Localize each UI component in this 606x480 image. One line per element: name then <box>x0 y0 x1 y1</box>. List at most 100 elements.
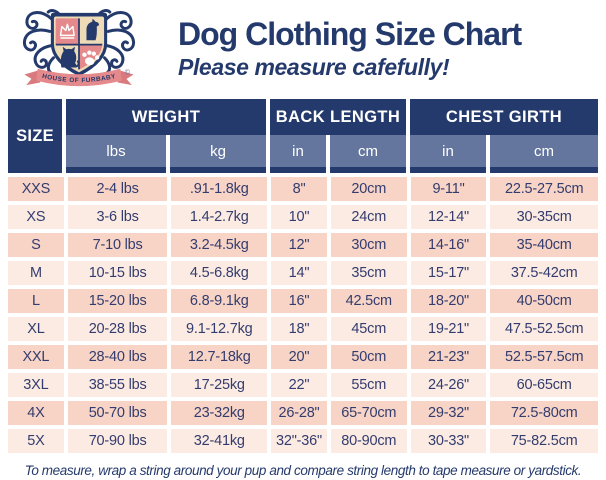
table-row: XXS 2-4 lbs .91-1.8kg 8" 20cm 9-11" 22.5-27.5c… <box>8 177 598 201</box>
chest-girth-cm-cell: 47.5-52.5cm <box>490 317 598 341</box>
weight-lbs-cell: 28-40 lbs <box>67 345 168 369</box>
weight-kg-cell: 23-32kg <box>171 401 268 425</box>
table-row: XL 20-28 lbs 9.1-12.7kg 18" 45cm 19-21" 47.5-5… <box>8 317 598 341</box>
subcolumn-kg: kg <box>170 135 266 173</box>
title-block: Dog Clothing Size Chart Please measure c… <box>178 16 522 81</box>
weight-lbs-cell: 38-55 lbs <box>67 373 168 397</box>
chest-girth-cm-cell: 75-82.5cm <box>490 429 598 453</box>
back-length-in-cell: 12" <box>271 233 327 257</box>
chest-girth-in-cell: 9-11" <box>410 177 487 201</box>
chest-girth-in-cell: 18-20" <box>410 289 487 313</box>
subcolumn-back-in: in <box>270 135 326 173</box>
subheader-back-length: in cm <box>270 135 406 173</box>
back-length-in-cell: 10" <box>271 205 327 229</box>
chest-girth-in-cell: 19-21" <box>410 317 487 341</box>
dog-icon <box>86 18 100 41</box>
weight-lbs-cell: 50-70 lbs <box>67 401 168 425</box>
table-row: XXL 28-40 lbs 12.7-18kg 20" 50cm 21-23" 52.5-5… <box>8 345 598 369</box>
back-length-cm-cell: 65-70cm <box>330 401 407 425</box>
back-length-cm-cell: 42.5cm <box>330 289 407 313</box>
copyright-mark: © <box>125 69 131 77</box>
page-title: Dog Clothing Size Chart <box>178 16 522 53</box>
weight-lbs-cell: 20-28 lbs <box>67 317 168 341</box>
paw-icon <box>82 50 100 66</box>
size-cell: 5X <box>8 429 64 453</box>
chest-girth-in-cell: 21-23" <box>410 345 487 369</box>
back-length-in-cell: 32"-36" <box>271 429 327 453</box>
chest-girth-in-cell: 15-17" <box>410 261 487 285</box>
table-body: XXS 2-4 lbs .91-1.8kg 8" 20cm 9-11" 22.5-27.5c… <box>8 177 598 453</box>
size-cell: 3XL <box>8 373 64 397</box>
weight-lbs-cell: 15-20 lbs <box>67 289 168 313</box>
weight-kg-cell: 4.5-6.8kg <box>171 261 268 285</box>
size-table: SIZE WEIGHT lbs kg BACK LENGTH in cm CHE… <box>8 99 598 453</box>
table-row: 3XL 38-55 lbs 17-25kg 22" 55cm 24-26" 60-65cm <box>8 373 598 397</box>
house-of-furbaby-logo: HOUSE OF FURBABY © <box>22 9 136 87</box>
weight-kg-cell: 9.1-12.7kg <box>171 317 268 341</box>
back-length-cm-cell: 20cm <box>330 177 407 201</box>
weight-lbs-cell: 10-15 lbs <box>67 261 168 285</box>
table-row: XS 3-6 lbs 1.4-2.7kg 10" 24cm 12-14" 30-35cm <box>8 205 598 229</box>
weight-kg-cell: 12.7-18kg <box>171 345 268 369</box>
subcolumn-chest-cm: cm <box>490 135 598 173</box>
weight-kg-cell: 32-41kg <box>171 429 268 453</box>
back-length-in-cell: 16" <box>271 289 327 313</box>
back-length-in-cell: 14" <box>271 261 327 285</box>
subcolumn-lbs: lbs <box>66 135 166 173</box>
ribbon-banner: HOUSE OF FURBABY © <box>24 69 134 87</box>
weight-kg-cell: 1.4-2.7kg <box>171 205 268 229</box>
chest-girth-in-cell: 29-32" <box>410 401 487 425</box>
chest-girth-cm-cell: 72.5-80cm <box>490 401 598 425</box>
size-cell: XS <box>8 205 64 229</box>
weight-lbs-cell: 2-4 lbs <box>67 177 168 201</box>
cat-icon <box>60 46 80 68</box>
back-length-in-cell: 8" <box>271 177 327 201</box>
svg-text:HOUSE OF FURBABY: HOUSE OF FURBABY <box>41 73 116 84</box>
chest-girth-in-cell: 30-33" <box>410 429 487 453</box>
back-length-cm-cell: 50cm <box>330 345 407 369</box>
group-label-back-length: BACK LENGTH <box>270 99 406 135</box>
table-row: 5X 70-90 lbs 32-41kg 32"-36" 80-90cm 30-33" 75… <box>8 429 598 453</box>
chest-girth-in-cell: 24-26" <box>410 373 487 397</box>
size-cell: XL <box>8 317 64 341</box>
back-length-in-cell: 20" <box>271 345 327 369</box>
chest-girth-cm-cell: 52.5-57.5cm <box>490 345 598 369</box>
table-row: M 10-15 lbs 4.5-6.8kg 14" 35cm 15-17" 37.5-42c… <box>8 261 598 285</box>
chest-girth-cm-cell: 60-65cm <box>490 373 598 397</box>
weight-lbs-cell: 7-10 lbs <box>67 233 168 257</box>
size-cell: XXS <box>8 177 64 201</box>
crown-icon <box>59 23 75 39</box>
column-group-chest-girth: CHEST GIRTH in cm <box>410 99 598 173</box>
weight-lbs-cell: 3-6 lbs <box>67 205 168 229</box>
page-header: HOUSE OF FURBABY © Dog Clothing Size Cha… <box>0 5 606 93</box>
subheader-chest-girth: in cm <box>410 135 598 173</box>
subcolumn-chest-in: in <box>410 135 486 173</box>
size-cell: 4X <box>8 401 64 425</box>
back-length-in-cell: 22" <box>271 373 327 397</box>
measuring-note: To measure, wrap a string around your pu… <box>24 463 582 478</box>
table-row: S 7-10 lbs 3.2-4.5kg 12" 30cm 14-16" 35-40cm <box>8 233 598 257</box>
back-length-cm-cell: 24cm <box>330 205 407 229</box>
back-length-cm-cell: 80-90cm <box>330 429 407 453</box>
back-length-cm-cell: 30cm <box>330 233 407 257</box>
weight-kg-cell: 3.2-4.5kg <box>171 233 268 257</box>
chest-girth-in-cell: 12-14" <box>410 205 487 229</box>
chest-girth-cm-cell: 22.5-27.5cm <box>490 177 598 201</box>
size-cell: XXL <box>8 345 64 369</box>
table-header: SIZE WEIGHT lbs kg BACK LENGTH in cm CHE… <box>8 99 598 173</box>
weight-kg-cell: 17-25kg <box>171 373 268 397</box>
table-row: 4X 50-70 lbs 23-32kg 26-28" 65-70cm 29-32" 72.… <box>8 401 598 425</box>
chest-girth-cm-cell: 35-40cm <box>490 233 598 257</box>
size-cell: L <box>8 289 64 313</box>
crest-shield <box>50 12 108 77</box>
size-cell: M <box>8 261 64 285</box>
weight-kg-cell: .91-1.8kg <box>171 177 268 201</box>
size-cell: S <box>8 233 64 257</box>
page-subtitle: Please measure cafefully! <box>178 53 450 80</box>
chest-girth-cm-cell: 40-50cm <box>490 289 598 313</box>
back-length-cm-cell: 35cm <box>330 261 407 285</box>
weight-kg-cell: 6.8-9.1kg <box>171 289 268 313</box>
back-length-cm-cell: 45cm <box>330 317 407 341</box>
chest-girth-cm-cell: 30-35cm <box>490 205 598 229</box>
back-length-in-cell: 26-28" <box>271 401 327 425</box>
